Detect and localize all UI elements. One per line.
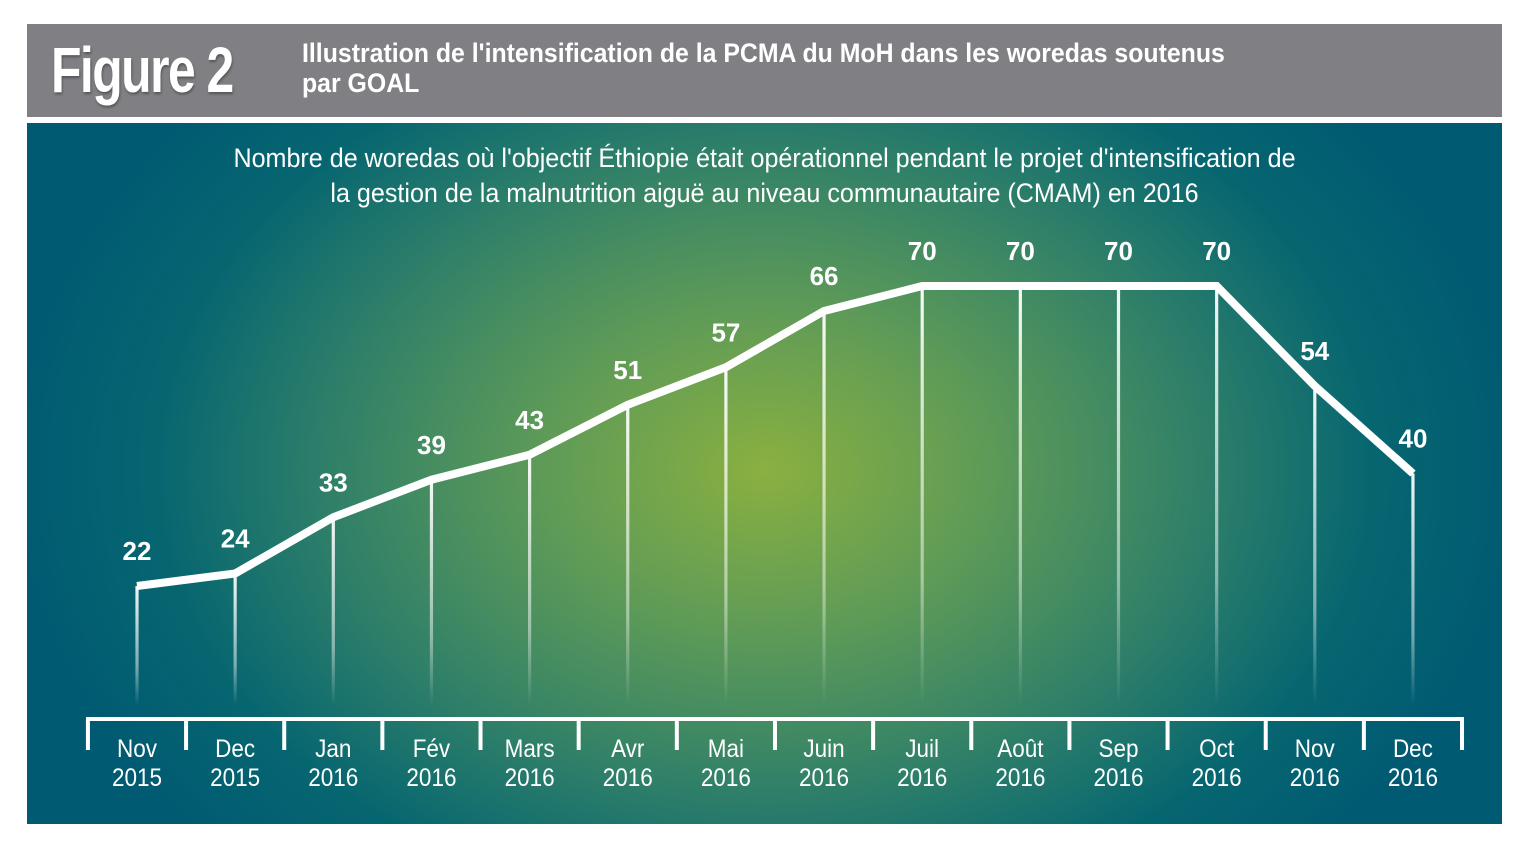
figure-header: Figure 2 Illustration de l'intensificati…: [27, 24, 1502, 117]
drop-line: [1411, 473, 1415, 705]
x-tick-label-month: Avr: [611, 735, 644, 763]
chart-title: Nombre de woredas où l'objectif Éthiopie…: [27, 141, 1502, 211]
data-label: 43: [515, 405, 544, 435]
x-tick-label-year: 2016: [1093, 764, 1143, 792]
x-tick-label-month: Juil: [905, 735, 939, 763]
drop-line: [1116, 286, 1121, 705]
chart-panel: Nombre de woredas où l'objectif Éthiopie…: [27, 123, 1502, 824]
x-tick-labels: Nov2015Dec2015Jan2016Fév2016Mars2016Avr2…: [112, 735, 1438, 792]
x-tick-label-month: Sep: [1098, 735, 1138, 763]
data-labels: 22 24 33 39 43 51 57 66 70 70 70 70 54 40: [123, 236, 1428, 566]
drop-line: [626, 404, 630, 705]
data-label: 51: [613, 355, 642, 385]
data-label: 54: [1300, 336, 1329, 366]
x-tick-label-month: Nov: [117, 735, 157, 763]
x-tick-label-month: Mars: [505, 735, 555, 763]
chart-title-line-1: Nombre de woredas où l'objectif Éthiopie…: [233, 143, 1296, 173]
data-label: 24: [221, 524, 250, 554]
data-label: 70: [1006, 236, 1035, 266]
x-tick-label-year: 2016: [701, 764, 751, 792]
series-line: [136, 282, 1416, 590]
x-tick-label-year: 2016: [406, 764, 456, 792]
x-tick-label-year: 2016: [897, 764, 947, 792]
x-tick-label-year: 2016: [1290, 764, 1340, 792]
x-tick-label-year: 2016: [603, 764, 653, 792]
data-label: 66: [810, 261, 839, 291]
x-tick-label-month: Fév: [413, 735, 451, 763]
figure-label: Figure 2: [51, 34, 234, 106]
data-label: 70: [1104, 236, 1133, 266]
x-tick-label-month: Dec: [215, 735, 255, 763]
drop-line: [1215, 286, 1219, 705]
x-tick-label-year: 2016: [799, 764, 849, 792]
drop-line: [920, 286, 924, 705]
drop-line: [331, 517, 335, 705]
data-label: 33: [319, 467, 348, 497]
x-tick-label-month: Oct: [1199, 735, 1234, 763]
data-label: 57: [711, 317, 740, 347]
figure-title-line-2: par GOAL: [302, 68, 420, 98]
drop-line: [233, 573, 237, 705]
x-tick-label-month: Mai: [708, 735, 744, 763]
drop-line: [429, 479, 434, 705]
x-tick-label-year: 2015: [210, 764, 260, 792]
x-tick-label-month: Dec: [1393, 735, 1433, 763]
figure-title: Illustration de l'intensification de la …: [302, 38, 1388, 98]
data-label: 22: [123, 536, 152, 566]
drop-line: [528, 454, 532, 705]
drop-line: [1018, 286, 1022, 705]
x-axis: [85, 717, 1465, 750]
x-tick-label-month: Nov: [1295, 735, 1335, 763]
drop-lines: [135, 286, 1415, 705]
x-tick-label-year: 2016: [1388, 764, 1438, 792]
data-label: 40: [1398, 424, 1427, 454]
data-label: 70: [908, 236, 937, 266]
series-line-group: [136, 282, 1416, 590]
drop-line: [724, 367, 728, 705]
x-tick-label-month: Août: [997, 735, 1044, 763]
figure-title-line-1: Illustration de l'intensification de la …: [302, 38, 1225, 68]
drop-line: [135, 586, 139, 705]
x-tick-label-year: 2015: [112, 764, 162, 792]
x-tick-label-year: 2016: [308, 764, 358, 792]
x-tick-label-year: 2016: [505, 764, 555, 792]
data-label: 70: [1202, 236, 1231, 266]
x-tick-label-month: Jan: [315, 735, 351, 763]
x-tick-label-month: Juin: [803, 735, 844, 763]
data-label: 39: [417, 430, 446, 460]
x-tick-label-year: 2016: [995, 764, 1045, 792]
chart-title-line-2: la gestion de la malnutrition aiguë au n…: [330, 178, 1199, 208]
drop-line: [822, 311, 826, 705]
drop-line: [1313, 386, 1317, 705]
x-tick-label-year: 2016: [1192, 764, 1242, 792]
